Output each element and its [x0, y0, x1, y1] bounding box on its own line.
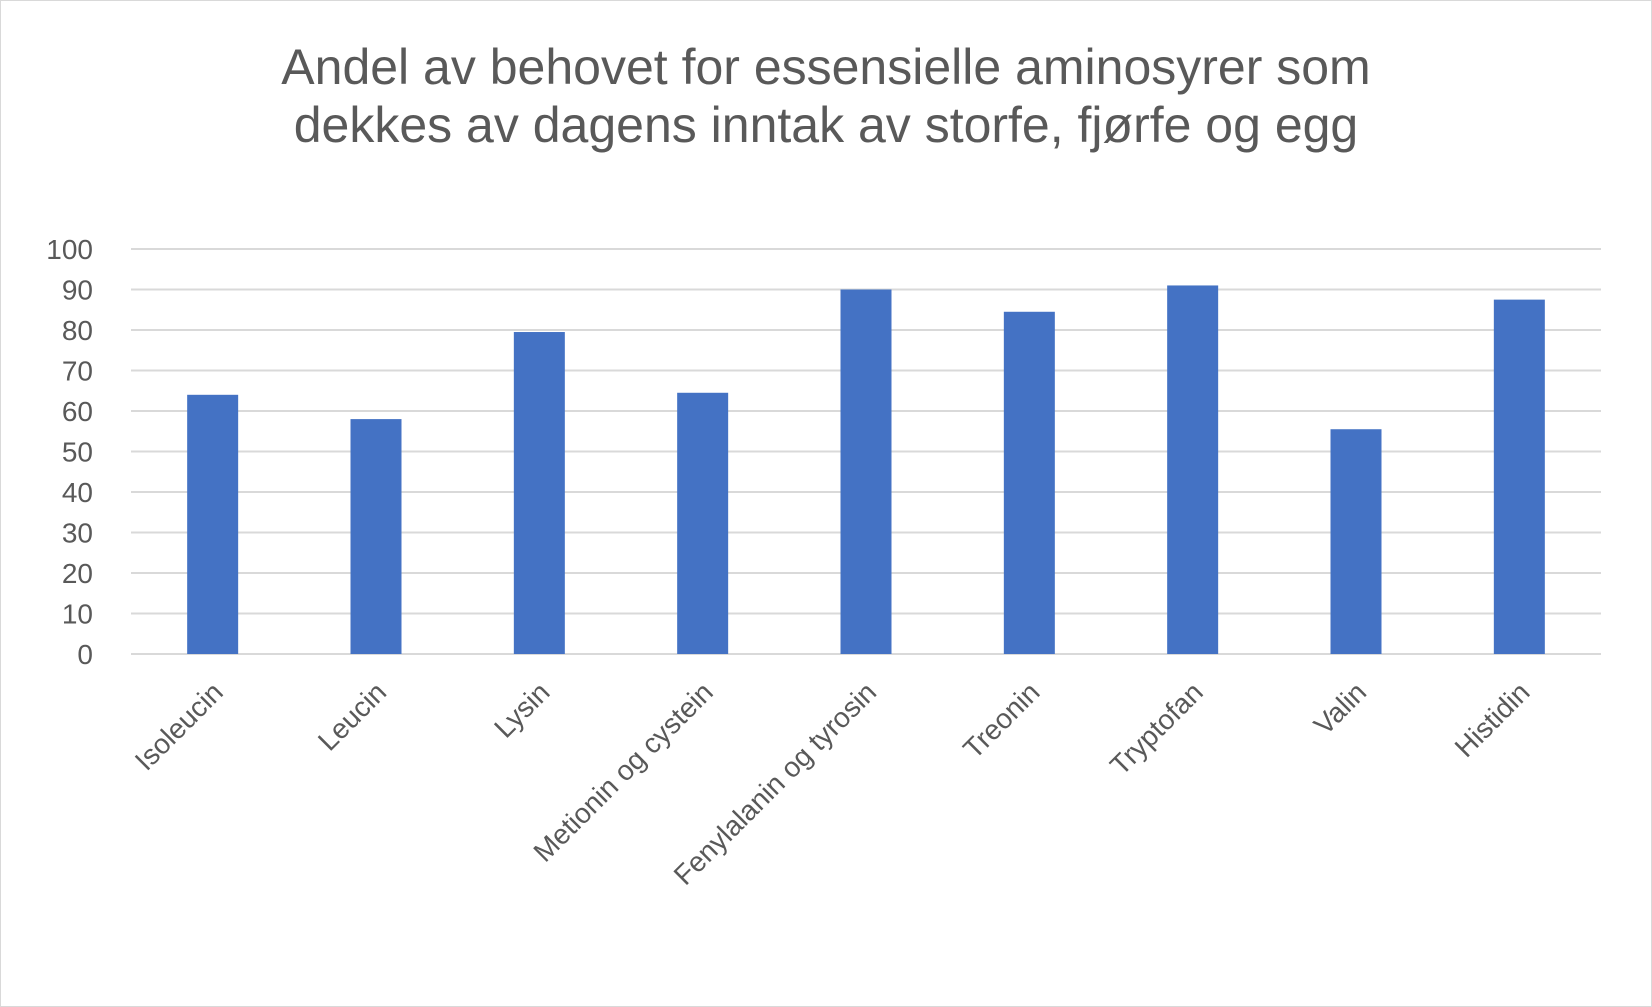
bar: [187, 394, 239, 654]
y-tick-label: 30: [62, 518, 93, 549]
x-tick-label: Treonin: [957, 676, 1045, 764]
y-axis-ticks: 0 10 20 30 40 50 60 70 80 90 100: [46, 234, 93, 670]
y-tick-label: 10: [62, 599, 93, 630]
x-tick-label: Metionin og cystein: [528, 676, 719, 867]
bars: [187, 285, 1545, 654]
bar: [1330, 429, 1382, 654]
bar: [513, 332, 565, 654]
y-tick-label: 20: [62, 558, 93, 589]
y-tick-label: 60: [62, 396, 93, 427]
bar: [1493, 299, 1545, 654]
bar: [350, 419, 402, 654]
bar: [1003, 311, 1055, 654]
y-tick-label: 50: [62, 437, 93, 468]
x-tick-label: Lysin: [488, 676, 555, 743]
y-tick-label: 40: [62, 477, 93, 508]
chart-title-line-1: Andel av behovet for essensielle aminosy…: [281, 39, 1371, 95]
y-tick-label: 90: [62, 275, 93, 306]
y-tick-label: 80: [62, 315, 93, 346]
x-tick-label: Isoleucin: [129, 676, 229, 776]
chart-title: Andel av behovet for essensielle aminosy…: [0, 38, 1652, 154]
bar: [1167, 285, 1219, 654]
bar: [840, 289, 892, 654]
x-tick-label: Histidin: [1449, 676, 1536, 763]
x-tick-label: Tryptofan: [1104, 676, 1209, 781]
y-tick-label: 0: [77, 639, 93, 670]
y-tick-label: 70: [62, 356, 93, 387]
y-tick-label: 100: [46, 234, 93, 265]
x-tick-label: Leucin: [312, 676, 392, 756]
x-tick-label: Valin: [1308, 676, 1372, 740]
bar: [677, 392, 729, 654]
chart-title-line-2: dekkes av dagens inntak av storfe, fjørf…: [293, 97, 1359, 153]
